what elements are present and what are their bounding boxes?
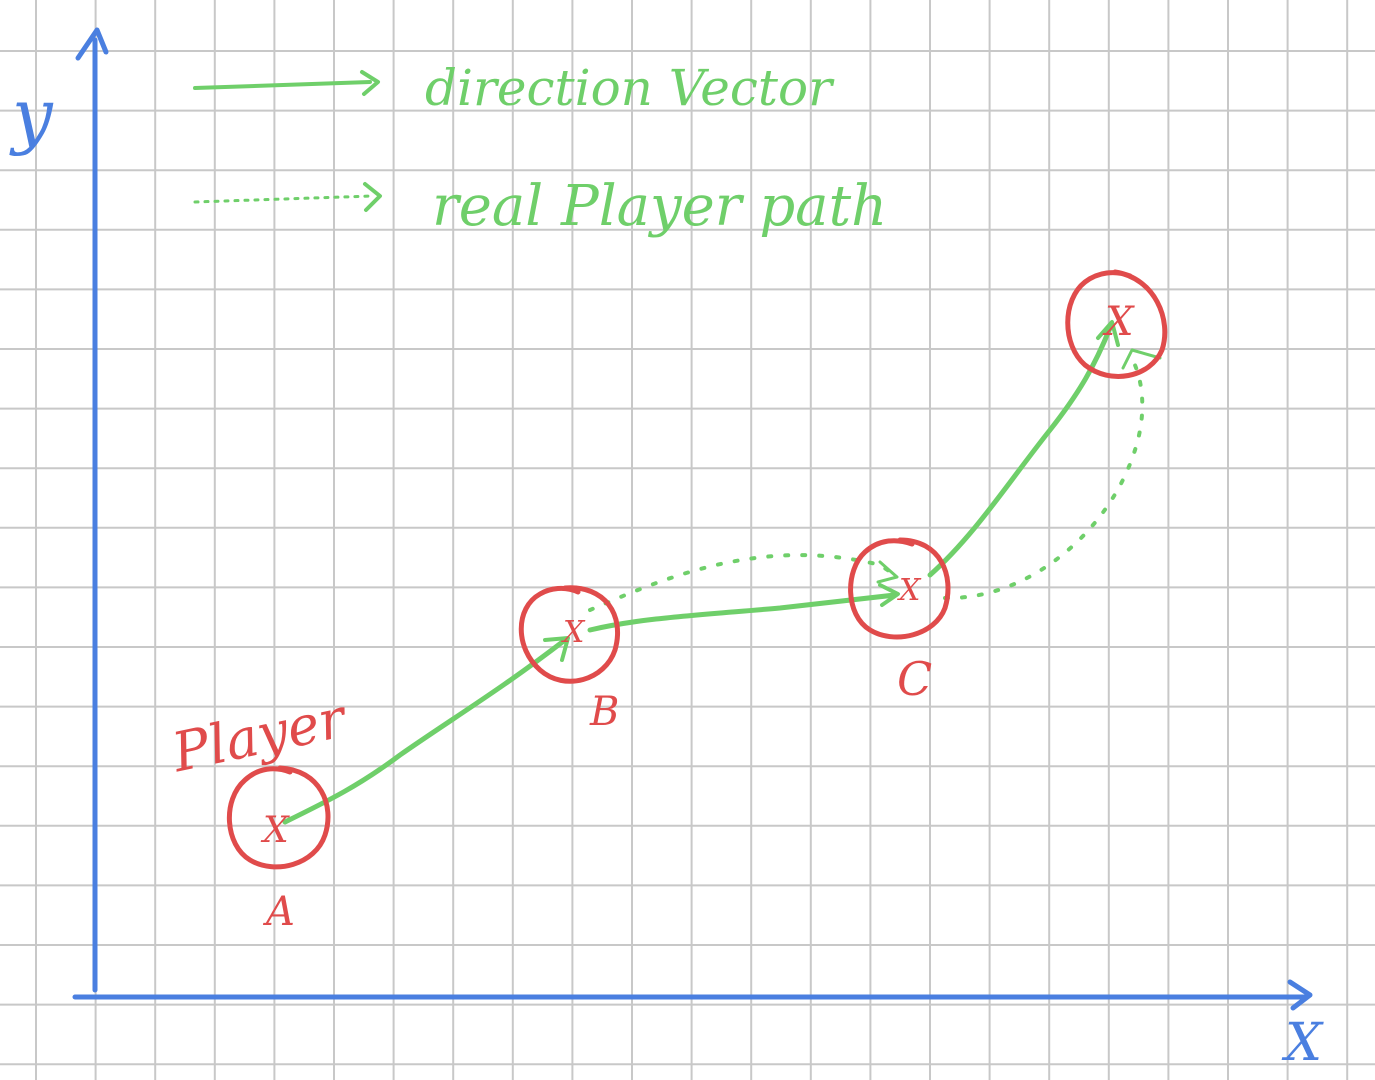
vector-arrowhead-b — [543, 636, 570, 662]
x-axis-label: X — [1281, 1013, 1324, 1073]
point-c-marker: X — [897, 573, 922, 608]
y-axis-label: y — [9, 73, 54, 157]
point-b-marker: X — [561, 615, 586, 650]
point-b-circle — [518, 585, 621, 684]
x-axis-arrowhead — [1287, 979, 1313, 1011]
point-a-marker: X — [260, 810, 290, 851]
dotted-path-b-to-c — [588, 553, 897, 612]
point-a-label: A — [262, 889, 295, 935]
legend-dotted-line — [193, 194, 374, 204]
legend-solid-label: direction Vector — [425, 59, 835, 117]
point-a-circle — [226, 765, 331, 870]
vector-c-to-d — [927, 325, 1113, 578]
legend-dotted-arrowhead — [363, 182, 382, 212]
point-d: X — [1065, 269, 1168, 379]
vector-arrowhead-c — [878, 583, 900, 607]
point-d-circle — [1065, 269, 1168, 379]
axes: y X — [9, 27, 1324, 1073]
legend: direction Vector real Player path — [193, 59, 887, 239]
direction-vectors — [282, 320, 1120, 825]
dotted-arrowhead-d — [1121, 348, 1162, 370]
legend-solid-line — [193, 80, 372, 90]
legend-dotted-label: real Player path — [432, 174, 887, 239]
point-b: X B — [518, 585, 621, 735]
y-axis-arrowhead — [75, 27, 109, 61]
dotted-arrowhead-c — [876, 560, 899, 584]
real-player-path — [588, 348, 1162, 612]
dotted-path-c-to-d — [943, 353, 1145, 601]
vector-arrowhead-d — [1096, 320, 1120, 347]
vector-b-to-c — [587, 592, 898, 633]
point-a: X A — [226, 765, 331, 935]
point-c: X C — [848, 537, 951, 706]
point-d-marker: X — [1102, 299, 1135, 345]
point-b-label: B — [589, 689, 619, 735]
point-c-label: C — [897, 652, 932, 706]
legend-solid-arrowhead — [360, 70, 380, 96]
point-c-circle — [848, 537, 951, 640]
